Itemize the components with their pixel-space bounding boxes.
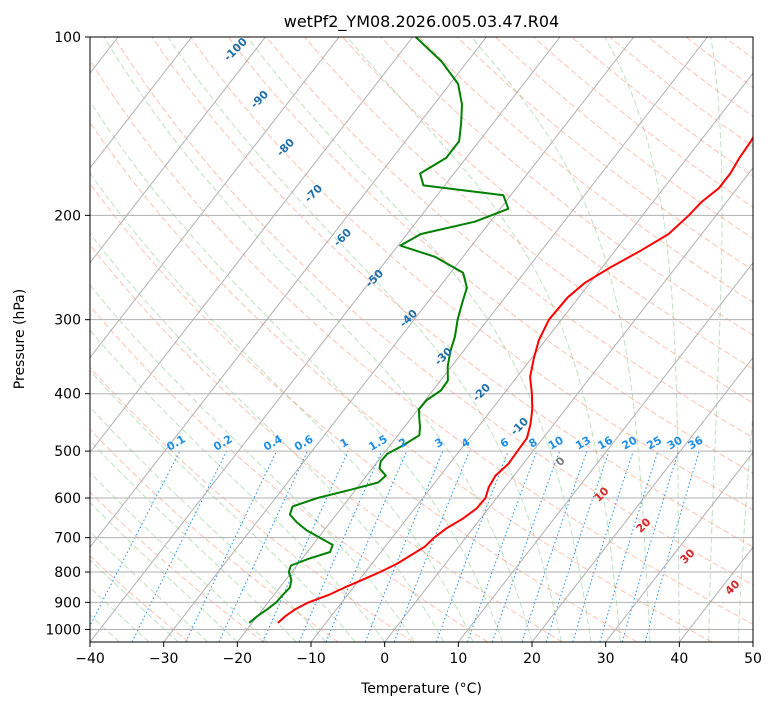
moist-adiabat bbox=[90, 530, 209, 642]
y-tick-label: 300 bbox=[54, 313, 81, 329]
isotherm bbox=[531, 356, 753, 642]
mixing-ratio-line bbox=[572, 450, 634, 642]
dry-adiabat bbox=[90, 182, 638, 642]
x-tick-label: −20 bbox=[223, 651, 253, 667]
mixing-ratio-line bbox=[435, 450, 509, 642]
moist-adiabat bbox=[246, 37, 592, 642]
moist-adiabat bbox=[346, 37, 621, 642]
profile-lines bbox=[248, 37, 753, 624]
skewed-isotherms bbox=[90, 37, 753, 642]
y-tick-label: 500 bbox=[54, 444, 81, 460]
dry-adiabat bbox=[90, 305, 488, 642]
mixing-ratio-line bbox=[467, 450, 538, 642]
x-tick-label: 40 bbox=[670, 651, 688, 667]
y-tick-label: 100 bbox=[54, 30, 81, 46]
dry-adiabat bbox=[304, 37, 753, 404]
temperature-line bbox=[277, 135, 753, 624]
y-axis: 100 200 300 400 500 600 700 800 900 1000 bbox=[45, 30, 90, 638]
moist-adiabat bbox=[90, 586, 150, 642]
dry-adiabat bbox=[90, 244, 563, 642]
x-tick-label: 10 bbox=[449, 651, 467, 667]
isotherm bbox=[163, 37, 635, 642]
isotherm bbox=[90, 37, 266, 264]
plot-frame bbox=[89, 36, 754, 643]
x-axis: −40 −30 −20 −10 0 10 20 30 40 50 bbox=[75, 642, 762, 667]
moist-adiabat bbox=[90, 369, 356, 642]
y-axis-label: Pressure (hPa) bbox=[12, 289, 28, 389]
y-tick-label: 200 bbox=[54, 208, 81, 224]
isotherm bbox=[384, 167, 753, 642]
dry-adiabat bbox=[380, 37, 753, 336]
moist-adiabat bbox=[90, 406, 327, 642]
isotherm bbox=[90, 37, 487, 549]
plot-area: 0.1 0.2 0.4 0.6 1 1.5 2 3 4 6 8 10 13 16 20 25 30 36-100-… bbox=[90, 37, 753, 642]
dry-adiabat bbox=[151, 37, 753, 548]
isotherm bbox=[605, 451, 753, 642]
y-tick-label: 700 bbox=[54, 531, 81, 547]
isotherm bbox=[236, 37, 708, 642]
chart-title: wetPf2_YM08.2026.005.03.47.R04 bbox=[284, 12, 559, 32]
isotherm bbox=[457, 261, 753, 642]
y-tick-label: 800 bbox=[54, 565, 81, 581]
x-tick-label: −30 bbox=[149, 651, 179, 667]
moist-adiabat bbox=[90, 100, 503, 642]
dry-adiabat bbox=[189, 37, 753, 511]
moist-adiabat bbox=[90, 558, 179, 642]
x-tick-label: −10 bbox=[296, 651, 326, 667]
dry-adiabat bbox=[90, 59, 753, 625]
x-tick-label: 20 bbox=[523, 651, 541, 667]
x-tick-label: 30 bbox=[597, 651, 615, 667]
moist-adiabat bbox=[470, 37, 651, 642]
mixing-ratio-line bbox=[599, 450, 659, 642]
dry-adiabat bbox=[113, 37, 753, 586]
dry-adiabat bbox=[90, 428, 339, 642]
dewpoint-line bbox=[248, 37, 510, 624]
moist-adiabat bbox=[103, 37, 533, 642]
dry-adiabats bbox=[90, 37, 753, 642]
dry-adiabat bbox=[90, 555, 190, 642]
dry-adiabat bbox=[227, 37, 753, 474]
x-tick-label: 0 bbox=[380, 651, 389, 667]
dry-adiabat bbox=[342, 37, 753, 370]
y-tick-label: 900 bbox=[54, 595, 81, 611]
isotherm bbox=[90, 37, 193, 169]
moist-adiabat bbox=[90, 501, 238, 642]
dry-adiabat bbox=[418, 37, 753, 303]
x-axis-label: Temperature (°C) bbox=[360, 681, 482, 697]
moist-adiabat bbox=[90, 232, 445, 642]
moist-adiabat bbox=[604, 37, 680, 642]
mixing-ratio-line bbox=[545, 450, 610, 642]
moist-adiabat bbox=[90, 172, 474, 642]
mixing-ratio-line bbox=[621, 450, 679, 642]
moist-adiabat bbox=[737, 409, 753, 642]
mixing-ratio-line bbox=[298, 450, 383, 642]
mixing-ratio-line bbox=[491, 450, 561, 642]
dry-adiabat bbox=[90, 121, 712, 642]
moist-adiabat bbox=[708, 37, 723, 642]
mixing-ratio-line bbox=[521, 450, 588, 642]
x-tick-label: 50 bbox=[744, 651, 762, 667]
x-tick-label: −40 bbox=[75, 651, 105, 667]
isotherm bbox=[90, 37, 340, 359]
isotherm bbox=[90, 37, 561, 642]
y-tick-label: 1000 bbox=[45, 622, 81, 638]
isotherm bbox=[310, 72, 753, 642]
dry-adiabat bbox=[90, 491, 264, 642]
y-tick-label: 400 bbox=[54, 387, 81, 403]
y-tick-label: 600 bbox=[54, 491, 81, 507]
isotherm bbox=[90, 37, 414, 454]
mixing-ratio-line bbox=[325, 450, 408, 642]
